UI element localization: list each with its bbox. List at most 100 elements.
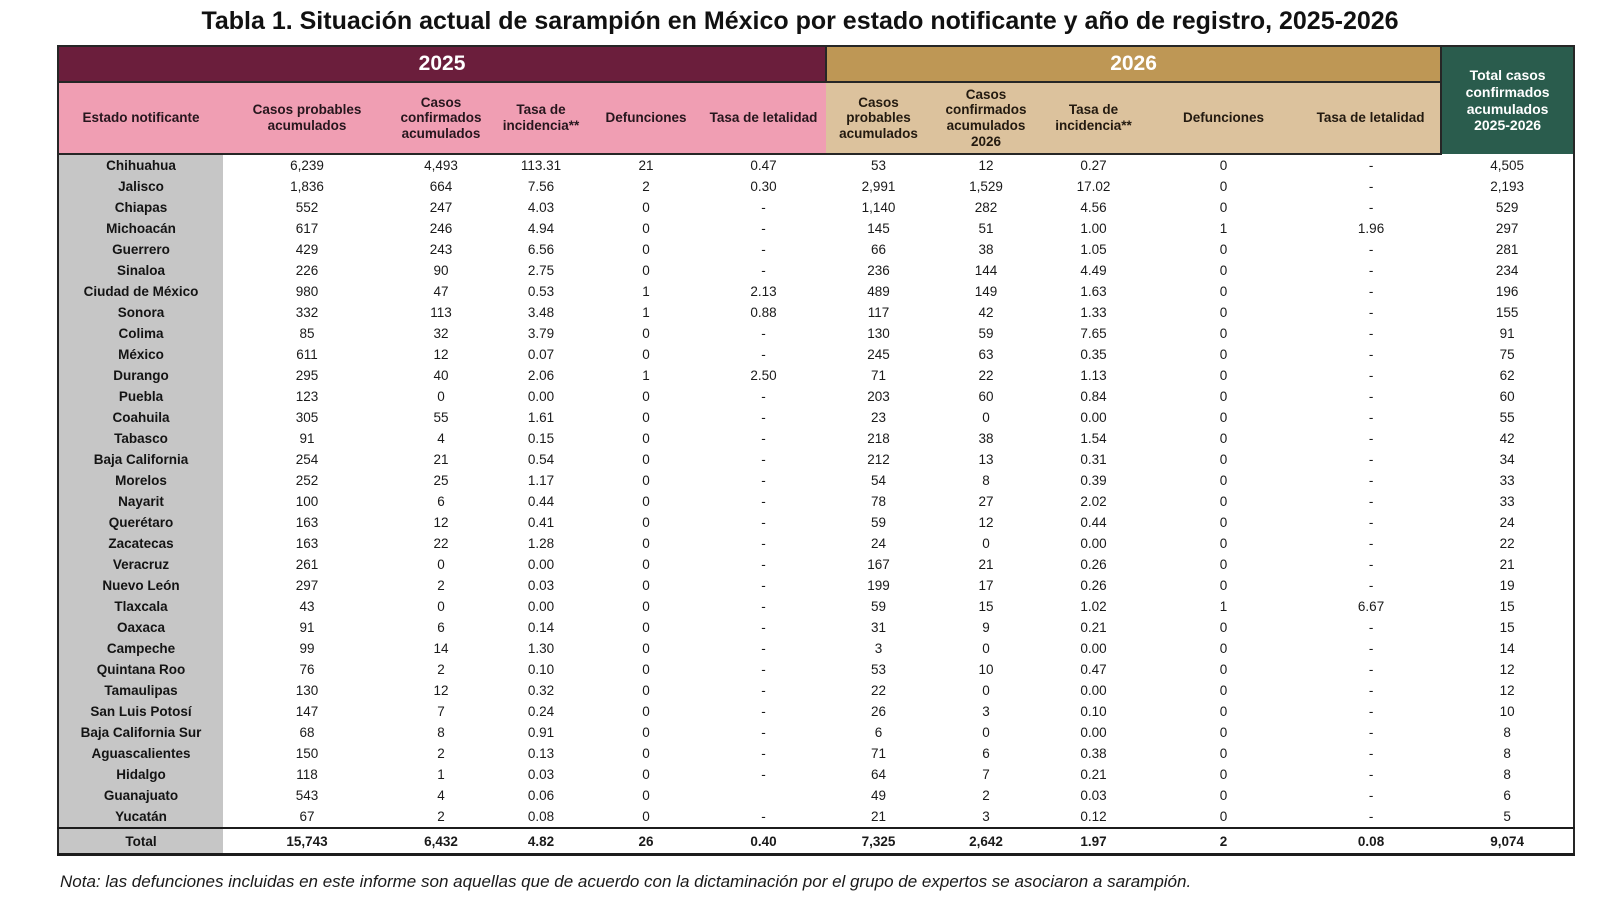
- value-cell: 12: [391, 344, 491, 365]
- table-row: Puebla 123 0 0.00 0-203 60 0.84 0-60: [58, 386, 1575, 407]
- value-cell: 21: [931, 554, 1042, 575]
- table-row: Veracruz 261 0 0.00 0-167 21 0.26 0-21: [58, 554, 1575, 575]
- value-cell: 0.10: [1041, 701, 1147, 722]
- value-cell: -: [1301, 743, 1442, 764]
- state-name-cell: Puebla: [58, 386, 223, 407]
- value-cell: 0.91: [491, 722, 591, 743]
- value-cell: 55: [391, 407, 491, 428]
- total-row: Total 15,743 6,432 4.82 26 0.40 7,325 2,642 1.97…: [58, 827, 1575, 855]
- table-body: Chihuahua 6,239 4,493 113.31 21 0.47 53 12 0.27 0…: [58, 154, 1575, 855]
- col-header-tasa-incidencia-2025: Tasa de incidencia**: [491, 82, 591, 155]
- col-header-tasa-letalidad-2025: Tasa de letalidad: [701, 82, 827, 155]
- value-cell: -: [701, 386, 827, 407]
- value-cell: 245: [826, 344, 932, 365]
- value-cell: 552: [223, 197, 391, 218]
- value-cell: 91: [1441, 323, 1575, 344]
- value-cell: -: [1301, 491, 1442, 512]
- table-row: Chiapas 552 247 4.03 0-1,140 282 4.56 0-529: [58, 197, 1575, 218]
- value-cell: -: [701, 596, 827, 617]
- value-cell: 14: [391, 638, 491, 659]
- value-cell: 0.00: [1041, 533, 1147, 554]
- value-cell: -: [701, 680, 827, 701]
- value-cell: 130: [223, 680, 391, 701]
- value-cell: -: [1301, 239, 1442, 260]
- table-row: Sonora 332 113 3.48 1 0.88 117 42 1.33 0-155: [58, 302, 1575, 323]
- value-cell: 3: [931, 701, 1042, 722]
- value-cell: 0: [591, 554, 701, 575]
- value-cell: 51: [931, 218, 1042, 239]
- col-header-casos-probables-2026: Casos probables acumulados: [826, 82, 932, 155]
- value-cell: 0: [1146, 365, 1302, 386]
- value-cell: 9,074: [1441, 827, 1575, 855]
- table-row: Coahuila 305 55 1.61 0-23 0 0.00 0-55: [58, 407, 1575, 428]
- value-cell: -: [701, 533, 827, 554]
- value-cell: -: [701, 743, 827, 764]
- value-cell: 196: [1441, 281, 1575, 302]
- value-cell: 0.47: [1041, 659, 1147, 680]
- value-cell: 0.13: [491, 743, 591, 764]
- value-cell: 252: [223, 470, 391, 491]
- value-cell: 0: [591, 638, 701, 659]
- value-cell: 78: [826, 491, 932, 512]
- table-row: San Luis Potosí 147 7 0.24 0-26 3 0.10 0-10: [58, 701, 1575, 722]
- value-cell: 12: [391, 512, 491, 533]
- value-cell: 8: [1441, 722, 1575, 743]
- value-cell: 980: [223, 281, 391, 302]
- value-cell: 247: [391, 197, 491, 218]
- value-cell: 0.27: [1041, 154, 1147, 176]
- table-row: Jalisco 1,836 664 7.56 2 0.30 2,991 1,529 17.02 0…: [58, 176, 1575, 197]
- total-label-cell: Total: [58, 827, 223, 855]
- value-cell: 0: [591, 407, 701, 428]
- value-cell: 0: [591, 512, 701, 533]
- state-name-cell: Sinaloa: [58, 260, 223, 281]
- value-cell: 60: [1441, 386, 1575, 407]
- table-row: Michoacán 617 246 4.94 0-145 51 1.00 1 1.96 297: [58, 218, 1575, 239]
- value-cell: -: [701, 218, 827, 239]
- value-cell: 0: [931, 638, 1042, 659]
- state-name-cell: Colima: [58, 323, 223, 344]
- value-cell: 305: [223, 407, 391, 428]
- col-header-defunciones-2026: Defunciones: [1146, 82, 1302, 155]
- value-cell: -: [1301, 764, 1442, 785]
- value-cell: 0.00: [491, 386, 591, 407]
- value-cell: 19: [1441, 575, 1575, 596]
- state-name-cell: Coahuila: [58, 407, 223, 428]
- value-cell: 42: [931, 302, 1042, 323]
- footnote: Nota: las defunciones incluidas en este …: [60, 872, 1192, 891]
- year-2025-header: 2025: [58, 46, 827, 83]
- value-cell: 5: [1441, 806, 1575, 828]
- value-cell: 0: [1146, 428, 1302, 449]
- value-cell: 0: [591, 323, 701, 344]
- value-cell: 91: [223, 428, 391, 449]
- value-cell: 99: [223, 638, 391, 659]
- value-cell: 118: [223, 764, 391, 785]
- value-cell: 8: [931, 470, 1042, 491]
- state-name-cell: Jalisco: [58, 176, 223, 197]
- value-cell: 0.08: [491, 806, 591, 828]
- value-cell: 14: [1441, 638, 1575, 659]
- value-cell: 3.48: [491, 302, 591, 323]
- value-cell: 0.88: [701, 302, 827, 323]
- value-cell: -: [701, 428, 827, 449]
- value-cell: 0: [1146, 764, 1302, 785]
- value-cell: 40: [391, 365, 491, 386]
- table-row: Chihuahua 6,239 4,493 113.31 21 0.47 53 12 0.27 0…: [58, 154, 1575, 176]
- state-name-cell: México: [58, 344, 223, 365]
- value-cell: 0: [591, 785, 701, 806]
- value-cell: 47: [391, 281, 491, 302]
- value-cell: 42: [1441, 428, 1575, 449]
- value-cell: 1.61: [491, 407, 591, 428]
- table-row: Guerrero 429 243 6.56 0-66 38 1.05 0-281: [58, 239, 1575, 260]
- value-cell: 23: [826, 407, 932, 428]
- table-row: Querétaro 163 12 0.41 0-59 12 0.44 0-24: [58, 512, 1575, 533]
- table-row: Tlaxcala 43 0 0.00 0-59 15 1.02 1 6.67 15: [58, 596, 1575, 617]
- table-row: Quintana Roo 76 2 0.10 0-53 10 0.47 0-12: [58, 659, 1575, 680]
- value-cell: 1,529: [931, 176, 1042, 197]
- value-cell: -: [1301, 617, 1442, 638]
- value-cell: 0: [1146, 491, 1302, 512]
- value-cell: 199: [826, 575, 932, 596]
- value-cell: 4: [391, 428, 491, 449]
- table-row: Tamaulipas 130 12 0.32 0-22 0 0.00 0-12: [58, 680, 1575, 701]
- value-cell: 0: [1146, 743, 1302, 764]
